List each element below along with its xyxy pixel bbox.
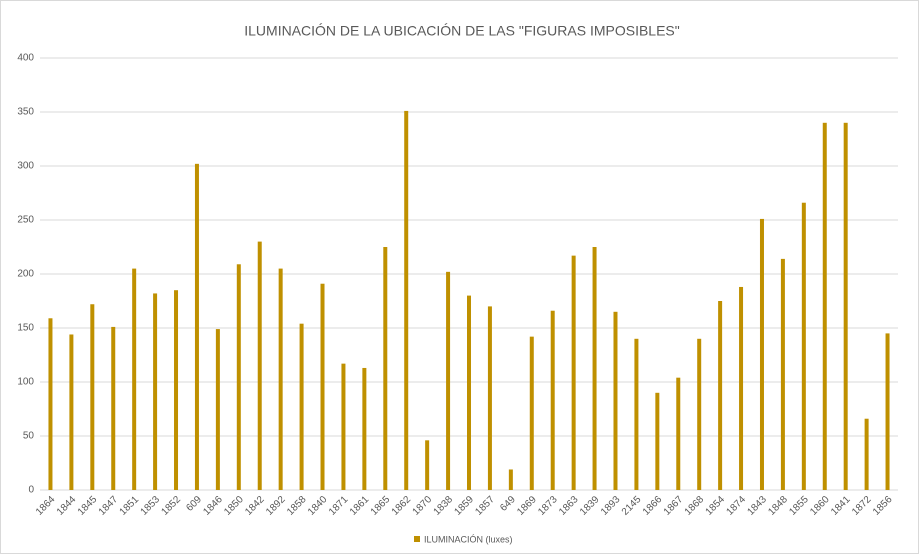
bar — [529, 336, 534, 490]
chart-title: ILUMINACIÓN DE LA UBICACIÓN DE LAS "FIGU… — [244, 23, 680, 39]
bar — [153, 293, 158, 490]
bar — [571, 255, 576, 490]
bar — [383, 247, 388, 490]
bar — [822, 122, 827, 491]
bar — [132, 268, 137, 490]
bar — [404, 110, 409, 491]
bar — [341, 363, 346, 490]
bar — [759, 218, 764, 491]
bar — [174, 290, 179, 490]
bar — [48, 318, 53, 490]
bar — [550, 310, 555, 490]
bar — [257, 241, 262, 490]
bar — [236, 264, 241, 490]
bar — [885, 333, 890, 490]
bar — [780, 258, 785, 490]
bar — [69, 334, 74, 490]
bar — [487, 306, 492, 490]
y-tick-label: 100 — [17, 377, 34, 388]
bar — [299, 323, 304, 490]
bar — [739, 286, 744, 490]
bar — [613, 311, 618, 490]
bar — [362, 367, 367, 490]
y-tick-label: 0 — [28, 485, 34, 496]
bar — [697, 338, 702, 490]
bar — [676, 377, 681, 490]
y-tick-label: 300 — [17, 161, 34, 172]
bar — [592, 247, 597, 490]
y-tick-label: 200 — [17, 269, 34, 280]
bar — [655, 392, 660, 490]
y-tick-label: 400 — [17, 53, 34, 64]
bar — [90, 304, 95, 490]
legend-label: ILUMINACIÓN (luxes) — [424, 534, 513, 544]
bar — [508, 469, 513, 490]
legend-swatch — [414, 536, 420, 542]
bar — [864, 418, 869, 490]
bar — [320, 283, 325, 490]
y-tick-label: 250 — [17, 215, 34, 226]
y-tick-label: 350 — [17, 107, 34, 118]
bar — [467, 295, 471, 490]
y-tick-label: 50 — [23, 431, 35, 442]
bar — [215, 329, 220, 490]
bar — [718, 301, 723, 490]
bar — [801, 202, 806, 490]
bar — [425, 440, 430, 490]
y-tick-label: 150 — [17, 323, 34, 334]
bar — [446, 271, 451, 490]
bar — [843, 122, 848, 491]
bar — [111, 326, 116, 490]
bar — [194, 163, 199, 490]
bar — [278, 268, 283, 490]
bar — [634, 338, 639, 490]
